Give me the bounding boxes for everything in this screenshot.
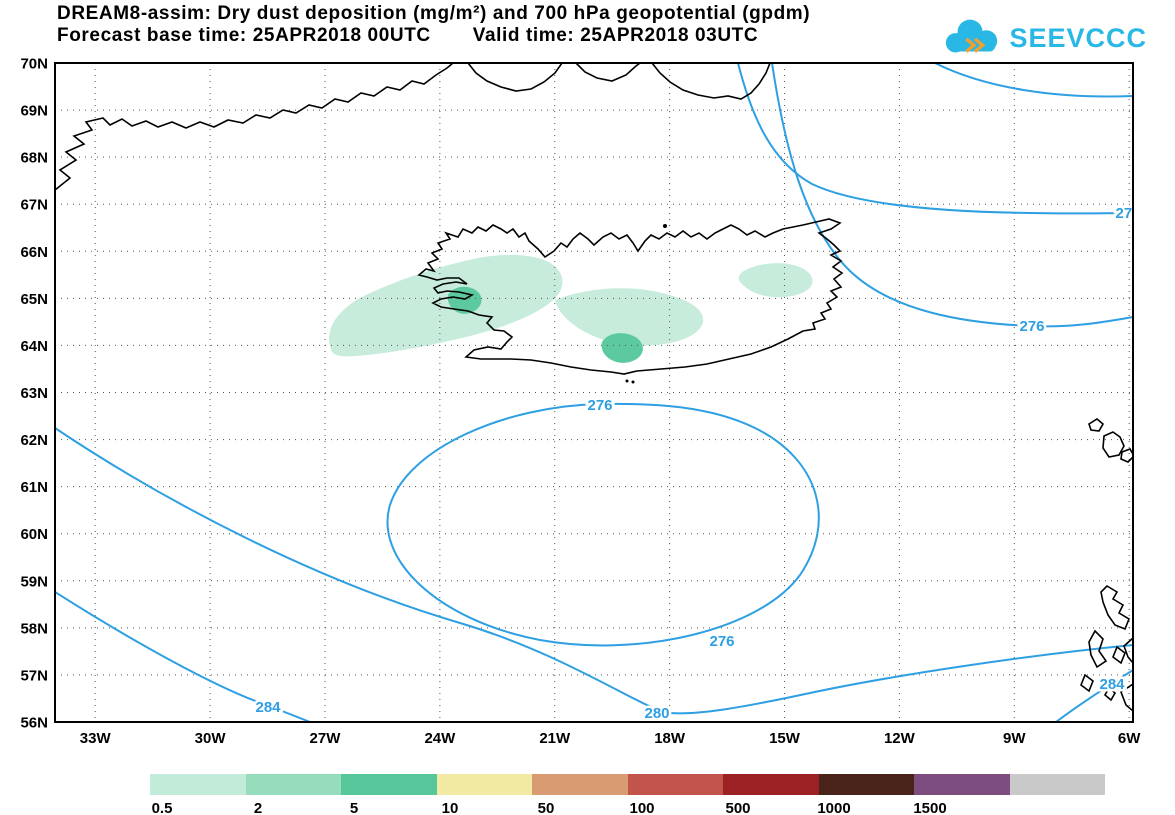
seevccc-logo: SEEVCCC — [942, 16, 1147, 60]
dust-patch-central-iceland — [555, 288, 704, 346]
header: DREAM8-assim: Dry dust deposition (mg/m²… — [57, 3, 810, 47]
contour-value-label-276-1: 276 — [1019, 318, 1044, 335]
lon-tick-27W: 27W — [310, 730, 342, 747]
geopotential-contours — [55, 63, 1133, 722]
lat-tick-64N: 64N — [20, 338, 48, 355]
grimsey-island — [663, 224, 667, 228]
lon-tick-15W: 15W — [769, 730, 801, 747]
lat-tick-68N: 68N — [20, 150, 48, 167]
lat-tick-66N: 66N — [20, 244, 48, 261]
contour-value-label-280-4: 280 — [644, 705, 669, 722]
lat-tick-60N: 60N — [20, 526, 48, 543]
dust-deposition-colorbar: 0.5 2 5 10 50 100 500 1000 1500 — [0, 774, 1175, 815]
map-plot: 272 276 276 276 280 284 284 70N 69N 68N 67N 66N 65N… — [20, 56, 1141, 748]
lat-tick-67N: 67N — [20, 197, 48, 214]
axis-tick-labels: 70N 69N 68N 67N 66N 65N 64N 63N 62N 61N 60N 59N 58N 5… — [20, 56, 1141, 748]
greenland-coastline — [55, 63, 454, 191]
colorbar-label-1000: 1000 — [817, 800, 851, 815]
dust-patch-westfjords-heavier — [447, 286, 482, 314]
coastlines — [55, 63, 1133, 713]
lat-tick-56N: 56N — [20, 715, 48, 732]
colorbar-segment-9 — [914, 774, 1010, 795]
contour-276-closed-low — [386, 402, 820, 647]
lat-tick-61N: 61N — [20, 479, 48, 496]
colorbar-segment-2 — [245, 774, 341, 795]
cloud-icon — [946, 19, 998, 53]
dust-patch-east-iceland — [738, 263, 813, 298]
lon-tick-33W: 33W — [80, 730, 112, 747]
contour-284-southeast — [1055, 669, 1133, 722]
greenland-scoresby-coast-2 — [575, 63, 641, 82]
lat-tick-57N: 57N — [20, 667, 48, 684]
lat-tick-58N: 58N — [20, 620, 48, 637]
lat-tick-59N: 59N — [20, 573, 48, 590]
lon-tick-12W: 12W — [884, 730, 916, 747]
scottish-isles — [1080, 584, 1133, 713]
contour-284-southwest — [55, 591, 311, 722]
colorbar-label-100: 100 — [629, 800, 655, 815]
colorbar-segment-5 — [532, 774, 628, 795]
colorbar-segment-1 — [150, 774, 246, 795]
contour-272 — [737, 63, 1133, 215]
colorbar-label-2: 2 — [253, 800, 263, 815]
lat-tick-63N: 63N — [20, 385, 48, 402]
graticule — [55, 63, 1133, 722]
colorbar-label-50: 50 — [537, 800, 555, 815]
colorbar-segment-4 — [436, 774, 532, 795]
contour-labels: 272 276 276 276 280 284 284 — [253, 203, 1140, 723]
colorbar-segment-8 — [818, 774, 914, 795]
colorbar-label-10: 10 — [441, 800, 459, 815]
contour-276-north — [771, 63, 1133, 328]
colorbar-segment-10 — [1009, 774, 1105, 795]
colorbar-segment-7 — [723, 774, 819, 795]
vestmannaeyjar-island-1 — [625, 379, 629, 383]
lat-tick-70N: 70N — [20, 56, 48, 73]
contour-value-label-284-5: 284 — [255, 699, 281, 716]
dust-deposition-shading — [329, 254, 813, 363]
colorbar-label-1500: 1500 — [913, 800, 947, 815]
contour-268-northeast-corner — [934, 63, 1133, 98]
forecast-base-time: Forecast base time: 25APR2018 00UTC — [57, 25, 431, 46]
faroe-islands — [1088, 418, 1133, 463]
lon-tick-24W: 24W — [424, 730, 456, 747]
iceland-coastline — [417, 218, 844, 375]
dust-patch-west-of-iceland — [329, 254, 563, 357]
lon-tick-6W: 6W — [1118, 730, 1141, 747]
logo-text: SEEVCCC — [1009, 22, 1147, 53]
contour-value-label-272-0: 272 — [1115, 205, 1140, 222]
lon-tick-18W: 18W — [654, 730, 686, 747]
valid-time: Valid time: 25APR2018 03UTC — [472, 25, 759, 46]
contour-value-label-276-2: 276 — [587, 397, 612, 414]
vestmannaeyjar-island-2 — [631, 380, 635, 384]
plot-frame — [54, 62, 1134, 723]
greenland-scoresby-coast-1 — [467, 63, 563, 92]
colorbar-label-500: 500 — [725, 800, 751, 815]
lat-tick-65N: 65N — [20, 291, 48, 308]
colorbar-segment-6 — [627, 774, 723, 795]
contour-280 — [55, 427, 1133, 715]
greenland-scoresby-coast-3 — [651, 63, 771, 100]
dust-patch-south-central-heavier — [601, 333, 643, 363]
lat-tick-62N: 62N — [20, 432, 48, 449]
colorbar-label-0.5: 0.5 — [151, 800, 173, 815]
colorbar-segment-3 — [341, 774, 437, 795]
lon-tick-21W: 21W — [539, 730, 571, 747]
colorbar-label-5: 5 — [349, 800, 359, 815]
chart-subtitle: Forecast base time: 25APR2018 00UTC Vali… — [57, 25, 810, 47]
lat-tick-69N: 69N — [20, 103, 48, 120]
contour-value-label-284-6: 284 — [1099, 676, 1125, 693]
double-chevron-icon — [965, 37, 986, 53]
contour-value-label-276-3: 276 — [709, 633, 734, 650]
lon-tick-9W: 9W — [1003, 730, 1026, 747]
chart-title: DREAM8-assim: Dry dust deposition (mg/m²… — [57, 3, 811, 24]
lon-tick-30W: 30W — [195, 730, 227, 747]
